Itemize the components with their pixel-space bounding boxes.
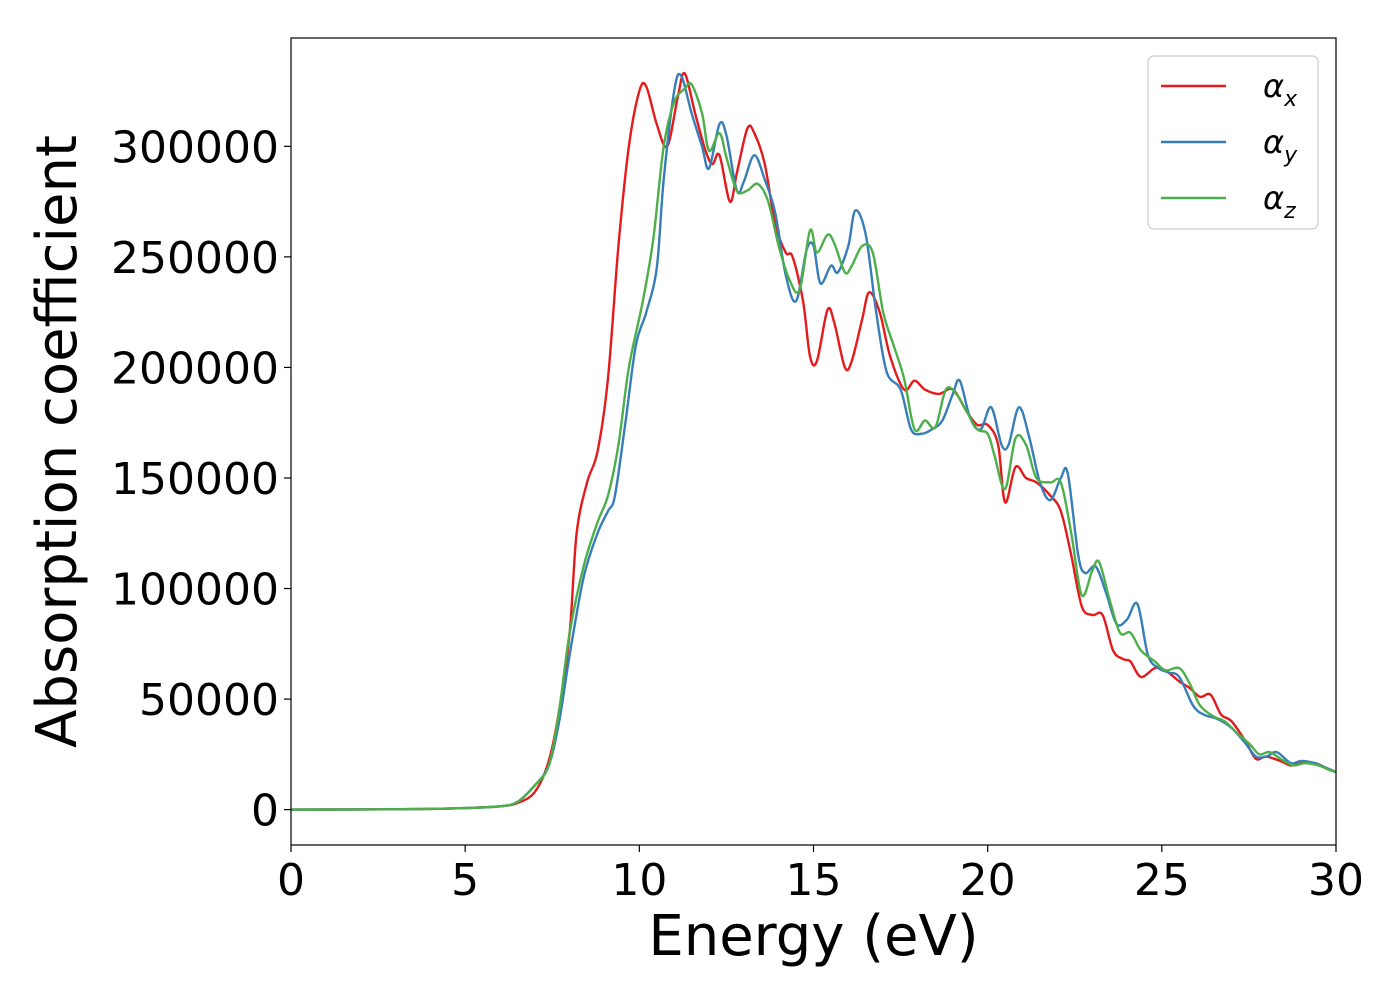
legend-label-subscript: z	[1283, 199, 1296, 224]
y-tick-label: 250000	[111, 233, 279, 284]
legend-label-base: α	[1263, 123, 1284, 161]
series-line-alpha-x	[290, 71, 1337, 811]
y-tick-label: 100000	[111, 565, 279, 616]
y-tick-label: 50000	[139, 675, 279, 726]
legend-box	[1147, 55, 1319, 230]
y-tick-label: 200000	[111, 343, 279, 394]
legend-label-base: α	[1263, 179, 1284, 217]
y-axis-ticks: 0 50000 100000 150000 200000 250000 300000	[111, 122, 291, 837]
x-tick-label: 25	[1134, 855, 1190, 906]
y-axis-label: Absorption coefficient	[25, 135, 90, 748]
legend-label-base: α	[1263, 67, 1284, 105]
legend-label-subscript: x	[1283, 87, 1298, 112]
x-tick-label: 20	[960, 855, 1016, 906]
x-axis-label: Energy (eV)	[648, 904, 978, 969]
legend-label: αx	[1263, 67, 1298, 112]
legend-label: αy	[1263, 123, 1298, 168]
series-layer	[290, 71, 1337, 811]
series-line-alpha-z	[290, 81, 1337, 811]
y-tick-label: 150000	[111, 454, 279, 505]
y-tick-label: 300000	[111, 122, 279, 173]
legend-label-subscript: y	[1283, 143, 1298, 168]
x-tick-label: 5	[451, 855, 479, 906]
x-tick-label: 10	[611, 855, 667, 906]
y-tick-label: 0	[251, 786, 279, 837]
series-line-alpha-y	[290, 72, 1337, 811]
legend-label: αz	[1263, 179, 1296, 224]
x-tick-label: 30	[1308, 855, 1364, 906]
x-tick-label: 0	[277, 855, 305, 906]
x-axis-ticks: 0 5 10 15 20 25 30	[277, 845, 1364, 906]
x-tick-label: 15	[786, 855, 842, 906]
